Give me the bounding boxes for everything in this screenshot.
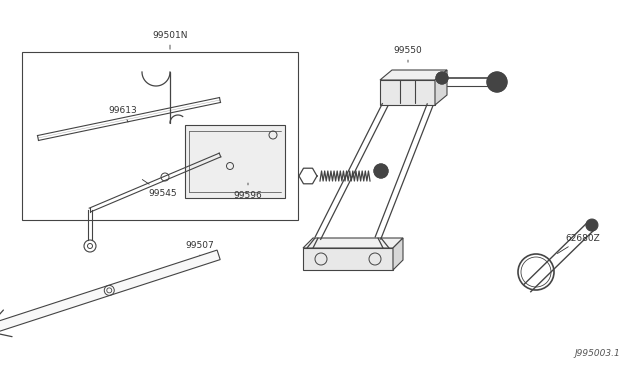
Polygon shape <box>435 70 447 105</box>
Polygon shape <box>303 238 403 248</box>
Text: 99613: 99613 <box>108 106 137 122</box>
Text: 99545: 99545 <box>142 180 177 198</box>
Circle shape <box>374 164 388 178</box>
Polygon shape <box>303 248 393 270</box>
Polygon shape <box>393 238 403 270</box>
Text: 62680Z: 62680Z <box>557 234 600 254</box>
Bar <box>22 52 298 220</box>
Text: J995003.1: J995003.1 <box>574 349 620 358</box>
Circle shape <box>436 72 448 84</box>
Polygon shape <box>380 80 435 105</box>
Text: 99501N: 99501N <box>152 31 188 49</box>
Text: 99550: 99550 <box>394 45 422 62</box>
Bar <box>185 125 285 198</box>
Polygon shape <box>0 250 220 340</box>
Circle shape <box>487 72 507 92</box>
Text: 99507: 99507 <box>185 241 214 255</box>
Text: 99596: 99596 <box>234 183 262 199</box>
Polygon shape <box>380 70 447 80</box>
Circle shape <box>586 219 598 231</box>
